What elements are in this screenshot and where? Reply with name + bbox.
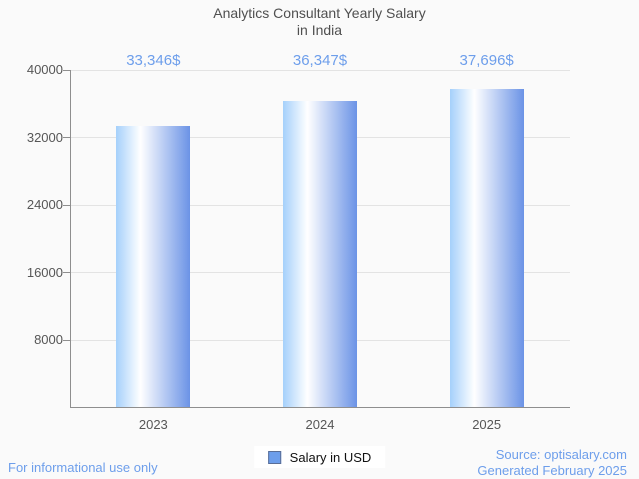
x-axis-line: [69, 407, 570, 408]
y-axis-tick: [63, 272, 70, 273]
bar: [449, 89, 524, 408]
y-axis-tick: [63, 137, 70, 138]
legend-swatch-icon: [267, 450, 281, 464]
chart-title-line1: Analytics Consultant Yearly Salary: [213, 5, 426, 21]
disclaimer-text: For informational use only: [8, 460, 158, 475]
chart-title-line2: in India: [296, 22, 343, 38]
gridline: [70, 69, 570, 71]
bar-value-label: 36,347$: [292, 52, 348, 69]
y-axis-label: 16000: [26, 264, 63, 280]
bar: [116, 126, 191, 408]
y-axis-label: 8000: [34, 332, 63, 347]
bar-value-label: 37,696$: [459, 52, 514, 69]
y-axis-tick: [63, 69, 70, 71]
bar: [283, 100, 357, 408]
y-axis-tick: [63, 339, 70, 341]
source-line: Source: optisalary.com: [495, 447, 627, 462]
y-axis-line: [69, 70, 71, 408]
y-axis-label: 40000: [26, 62, 63, 77]
x-axis-label: 2024: [305, 417, 335, 432]
legend: Salary in USD: [253, 446, 386, 468]
bar-value-label: 33,346$: [126, 52, 181, 69]
source-attribution: Source: optisalary.com Generated Februar…: [477, 447, 627, 479]
y-axis-label: 32000: [26, 129, 63, 145]
x-axis-label: 2023: [138, 417, 168, 432]
generated-line: Generated February 2025: [477, 463, 627, 478]
chart-title: Analytics Consultant Yearly Salary in In…: [0, 5, 639, 39]
x-axis-label: 2025: [472, 417, 502, 432]
legend-label: Salary in USD: [289, 449, 372, 465]
y-axis-label: 24000: [26, 197, 63, 212]
y-axis-tick: [63, 204, 70, 206]
